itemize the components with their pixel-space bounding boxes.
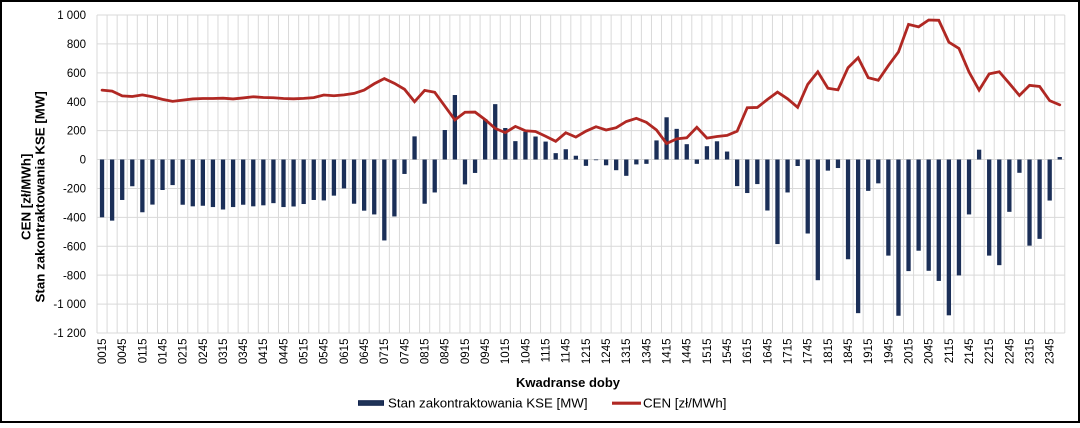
svg-text:1715: 1715	[782, 339, 794, 365]
svg-text:0145: 0145	[157, 339, 169, 365]
svg-text:1745: 1745	[803, 339, 815, 365]
svg-text:1945: 1945	[883, 339, 895, 365]
svg-text:1845: 1845	[843, 339, 855, 365]
svg-text:2345: 2345	[1045, 339, 1057, 365]
svg-text:2215: 2215	[984, 339, 996, 365]
svg-text:0: 0	[80, 155, 86, 167]
svg-text:1415: 1415	[661, 339, 673, 365]
svg-text:1545: 1545	[722, 339, 734, 365]
svg-text:0415: 0415	[258, 339, 270, 365]
svg-text:1345: 1345	[641, 339, 653, 365]
svg-text:1015: 1015	[500, 339, 512, 365]
svg-text:1045: 1045	[520, 339, 532, 365]
svg-text:Stan zakontraktowania KSE [MW]: Stan zakontraktowania KSE [MW]	[33, 91, 48, 302]
svg-text:1115: 1115	[541, 339, 553, 363]
svg-text:1645: 1645	[762, 339, 774, 365]
svg-text:400: 400	[67, 97, 86, 109]
svg-text:2145: 2145	[964, 339, 976, 365]
svg-text:0015: 0015	[97, 339, 109, 365]
svg-text:0445: 0445	[278, 339, 290, 365]
svg-text:0545: 0545	[319, 339, 331, 365]
svg-text:1245: 1245	[601, 339, 613, 365]
svg-text:1445: 1445	[682, 339, 694, 365]
svg-text:0215: 0215	[178, 339, 190, 365]
svg-text:0615: 0615	[339, 339, 351, 365]
svg-text:0945: 0945	[480, 339, 492, 365]
svg-text:1815: 1815	[823, 339, 835, 365]
svg-text:Stan zakontraktowania KSE [MW]: Stan zakontraktowania KSE [MW]	[388, 395, 588, 410]
svg-text:1 000: 1 000	[57, 10, 86, 22]
svg-text:CEN [zł/MWh]: CEN [zł/MWh]	[19, 154, 34, 240]
svg-text:-1 200: -1 200	[53, 328, 86, 340]
svg-text:0745: 0745	[399, 339, 411, 365]
svg-text:1515: 1515	[702, 339, 714, 365]
svg-text:0715: 0715	[379, 339, 391, 365]
svg-text:600: 600	[67, 68, 86, 80]
svg-text:0315: 0315	[218, 339, 230, 365]
svg-text:0045: 0045	[117, 339, 129, 365]
svg-text:CEN [zł/MWh]: CEN [zł/MWh]	[643, 395, 726, 410]
svg-text:1915: 1915	[863, 339, 875, 365]
svg-text:0115: 0115	[137, 339, 149, 364]
svg-text:-800: -800	[63, 270, 86, 282]
svg-text:1315: 1315	[621, 339, 633, 365]
svg-text:0845: 0845	[440, 339, 452, 365]
svg-text:800: 800	[67, 39, 86, 51]
svg-text:0515: 0515	[299, 339, 311, 365]
svg-text:0645: 0645	[359, 339, 371, 365]
svg-text:0815: 0815	[420, 339, 432, 365]
svg-text:-1 000: -1 000	[53, 299, 86, 311]
svg-text:200: 200	[67, 126, 86, 138]
svg-text:-200: -200	[63, 184, 86, 196]
svg-text:0915: 0915	[460, 339, 472, 365]
svg-text:1215: 1215	[581, 339, 593, 365]
svg-text:1145: 1145	[561, 339, 573, 364]
svg-text:0245: 0245	[198, 339, 210, 365]
svg-text:-600: -600	[63, 241, 86, 253]
svg-text:-400: -400	[63, 212, 86, 224]
svg-text:2245: 2245	[1004, 339, 1016, 365]
svg-text:1615: 1615	[742, 339, 754, 365]
svg-text:2115: 2115	[944, 339, 956, 364]
svg-text:2045: 2045	[924, 339, 936, 365]
svg-text:0345: 0345	[238, 339, 250, 365]
svg-text:Kwadranse doby: Kwadranse doby	[516, 375, 621, 390]
svg-text:2315: 2315	[1024, 339, 1036, 365]
svg-text:2015: 2015	[903, 339, 915, 365]
